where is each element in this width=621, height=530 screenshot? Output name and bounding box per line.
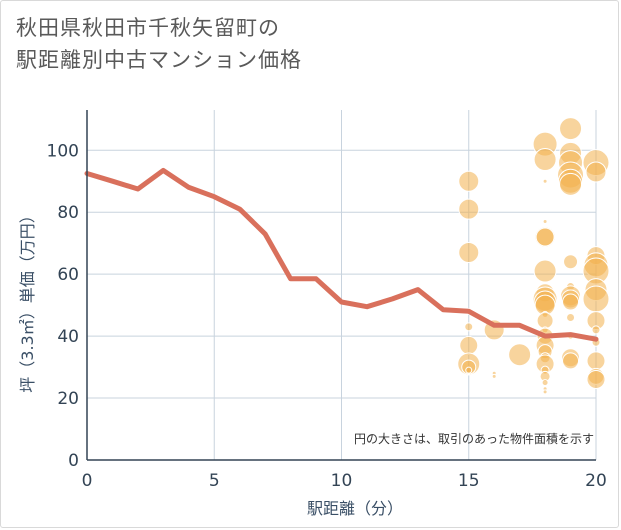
x-axis-title: 駅距離（分）: [307, 499, 403, 518]
chart-title: 秋田県秋田市千秋矢留町の 駅距離別中古マンション価格: [16, 12, 302, 76]
x-tick-label: 20: [585, 471, 607, 491]
data-bubble: [542, 219, 548, 225]
data-bubble: [559, 117, 583, 141]
data-bubble: [533, 259, 557, 283]
data-bubble: [508, 343, 532, 367]
data-bubble: [541, 379, 549, 387]
price-line-series: [84, 167, 599, 342]
x-tick-label: 15: [458, 471, 480, 491]
x-tick-label: 10: [331, 471, 353, 491]
y-tick-label: 40: [57, 327, 79, 347]
data-bubble: [458, 170, 480, 192]
data-bubble: [458, 241, 480, 263]
data-bubble: [459, 335, 479, 355]
y-tick-labels: 0 20 40 60 80 100: [47, 141, 79, 471]
chart-title-line1: 秋田県秋田市千秋矢留町の: [16, 16, 280, 40]
data-bubble: [464, 322, 474, 332]
y-tick-label: 100: [47, 141, 79, 161]
axes: [86, 110, 596, 461]
chart-title-line2: 駅距離別中古マンション価格: [16, 48, 302, 72]
y-tick-label: 60: [57, 265, 79, 285]
data-bubble: [586, 351, 606, 371]
y-tick-label: 20: [57, 389, 79, 409]
data-bubble: [535, 227, 555, 247]
data-bubble: [458, 198, 480, 220]
data-bubble: [585, 161, 607, 183]
bubble-size-note: 円の大きさは、取引のあった物件面積を示す: [354, 431, 594, 446]
y-axis-title: 坪（3.3㎡）単価（万円）: [18, 207, 37, 392]
data-bubble: [591, 325, 601, 335]
data-bubble: [562, 352, 580, 370]
x-tick-label: 0: [82, 471, 93, 491]
y-tick-label: 0: [68, 451, 79, 471]
data-bubble: [542, 389, 548, 395]
data-bubble: [562, 293, 580, 311]
data-bubble: [582, 285, 610, 313]
data-bubble: [566, 313, 576, 323]
data-bubble: [533, 148, 557, 172]
data-bubble: [586, 369, 606, 389]
data-bubble: [465, 366, 473, 374]
bubble-series: [457, 117, 610, 395]
price-line: [84, 167, 599, 342]
data-bubble: [491, 373, 497, 379]
x-tick-labels: 0 5 10 15 20: [82, 471, 607, 491]
grid-lines: [86, 110, 597, 461]
data-bubble: [536, 312, 554, 330]
data-bubble: [559, 172, 583, 196]
x-tick-label: 5: [209, 471, 220, 491]
y-tick-label: 80: [57, 203, 79, 223]
data-bubble: [542, 178, 548, 184]
data-bubble: [563, 254, 579, 270]
